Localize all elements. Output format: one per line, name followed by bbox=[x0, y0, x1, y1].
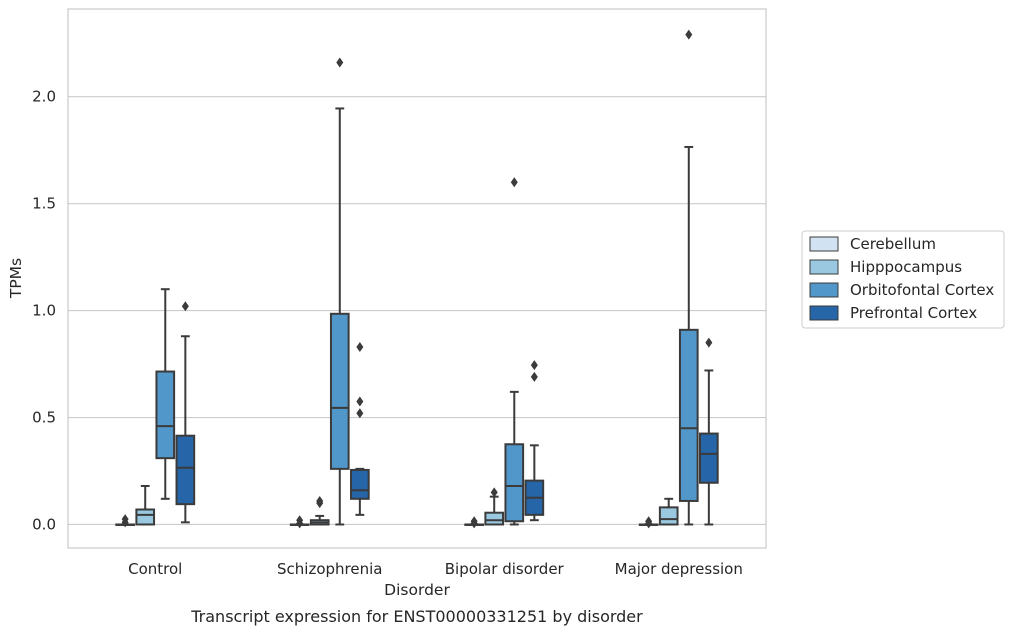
y-axis-label: TPMs bbox=[7, 258, 25, 299]
y-tick-label: 1.0 bbox=[32, 302, 56, 320]
box-group bbox=[699, 337, 719, 526]
x-tick-label: Schizophrenia bbox=[277, 560, 382, 578]
outlier-point bbox=[356, 408, 364, 419]
outlier-point bbox=[470, 516, 478, 527]
legend-frame bbox=[801, 230, 1005, 329]
outlier-point bbox=[530, 360, 538, 371]
legend-swatch bbox=[809, 236, 839, 252]
legend-swatch bbox=[809, 282, 839, 298]
legend-swatch bbox=[809, 259, 839, 275]
box-group bbox=[289, 515, 310, 529]
box-group bbox=[309, 495, 330, 526]
box bbox=[658, 506, 679, 526]
y-tick-label: 1.5 bbox=[32, 195, 56, 213]
legend-label: Prefrontal Cortex bbox=[850, 304, 977, 322]
box bbox=[350, 468, 370, 500]
box-group bbox=[155, 288, 176, 500]
outlier-point bbox=[356, 341, 364, 352]
y-tick-label: 0.5 bbox=[32, 409, 56, 427]
box bbox=[699, 432, 719, 484]
outlier-point bbox=[705, 337, 713, 348]
box bbox=[175, 434, 196, 506]
outlier-point bbox=[336, 57, 344, 68]
box-group bbox=[678, 29, 699, 526]
box bbox=[155, 370, 176, 460]
legend-label: Orbitofontal Cortex bbox=[850, 281, 994, 299]
box-group bbox=[658, 497, 679, 526]
box-group bbox=[484, 487, 505, 526]
y-tick-label: 0.0 bbox=[32, 515, 56, 533]
box bbox=[678, 328, 699, 502]
outlier-point bbox=[510, 177, 518, 188]
grid-lines bbox=[68, 96, 766, 526]
legend: Cerebellum Hipppocampus Orbitofontal Corte… bbox=[801, 230, 1005, 329]
outlier-point bbox=[316, 495, 324, 506]
legend-swatch bbox=[809, 305, 839, 321]
outlier-point bbox=[121, 514, 129, 525]
box-group bbox=[504, 177, 525, 526]
x-tick-label: Major depression bbox=[615, 560, 743, 578]
outlier-point bbox=[356, 396, 364, 407]
box bbox=[504, 443, 525, 523]
box-group bbox=[115, 514, 135, 528]
outlier-point bbox=[530, 371, 538, 382]
x-axis-label: Disorder bbox=[384, 581, 450, 599]
x-tick-label: Bipolar disorder bbox=[445, 560, 565, 578]
box-group bbox=[524, 360, 545, 522]
y-tick-label: 2.0 bbox=[32, 88, 56, 106]
outlier-point bbox=[181, 301, 189, 312]
y-tick-labels: 0.0 0.5 1.0 1.5 2.0 bbox=[32, 88, 56, 534]
outlier-point bbox=[490, 487, 498, 498]
box-group bbox=[464, 516, 484, 529]
box bbox=[135, 508, 156, 526]
x-tick-label: Control bbox=[128, 560, 182, 578]
outlier-point bbox=[685, 29, 693, 40]
legend-label: Cerebellum bbox=[850, 235, 936, 253]
plot-frame bbox=[67, 8, 767, 549]
box bbox=[484, 511, 505, 526]
box-groups bbox=[115, 29, 719, 529]
box-group bbox=[135, 484, 156, 526]
chart-caption: Transcript expression for ENST0000033125… bbox=[190, 607, 643, 626]
legend-label: Hipppocampus bbox=[850, 258, 962, 276]
box-group bbox=[329, 57, 350, 526]
outlier-point bbox=[296, 515, 304, 526]
box-group bbox=[638, 516, 659, 529]
box-group bbox=[350, 341, 370, 516]
box bbox=[329, 312, 350, 470]
x-tick-labels: Control Schizophrenia Bipolar disorder Majo… bbox=[128, 560, 743, 578]
box-group bbox=[175, 301, 196, 524]
outlier-point bbox=[645, 516, 653, 527]
